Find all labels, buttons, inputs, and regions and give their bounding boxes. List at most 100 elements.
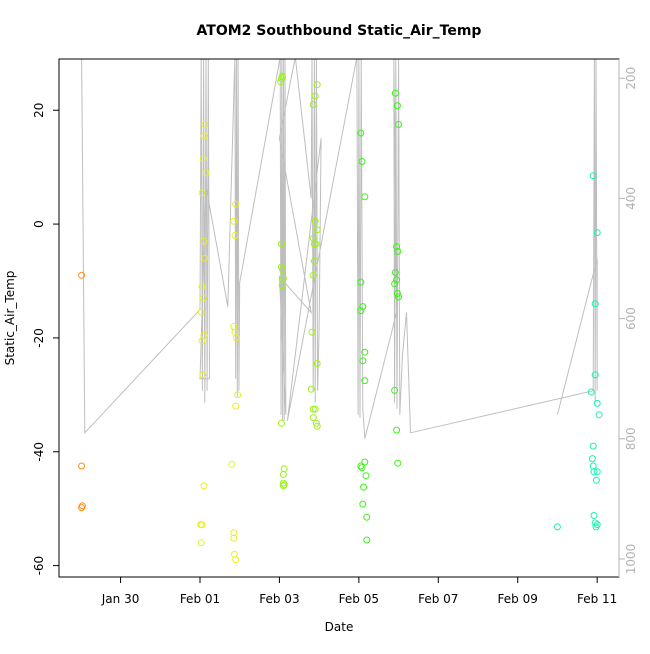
data-point [358, 464, 366, 472]
data-point [394, 459, 402, 467]
data-point [313, 81, 321, 89]
data-point [200, 482, 208, 490]
data-point [198, 283, 206, 291]
data-point [309, 271, 317, 279]
data-point [593, 399, 601, 407]
data-point [553, 523, 561, 531]
y2-tick-label: 1000 [624, 544, 638, 575]
x-tick-label: Feb 09 [498, 592, 538, 606]
data-point [280, 465, 288, 473]
data-point [313, 422, 321, 430]
y2-tick-label: 800 [624, 427, 638, 450]
data-point [589, 442, 597, 450]
data-point [200, 132, 208, 140]
data-point [197, 539, 205, 547]
data-point [391, 269, 399, 276]
data-point [199, 371, 207, 379]
y-tick-label: -20 [32, 328, 46, 348]
data-point [391, 280, 399, 288]
x-tick-label: Jan 30 [101, 592, 140, 606]
data-point [595, 411, 603, 419]
plot-frame [58, 58, 620, 578]
data-point [232, 200, 240, 208]
data-point [391, 89, 399, 97]
data-point [363, 536, 371, 544]
data-point [311, 92, 319, 100]
data-point [228, 460, 236, 468]
data-point [393, 243, 401, 251]
data-point [201, 254, 209, 262]
data-point [199, 155, 207, 163]
data-point [201, 121, 209, 128]
y-tick-label: 0 [32, 220, 46, 228]
data-point [359, 303, 367, 311]
data-point [393, 290, 401, 297]
y-tick-label: 20 [32, 103, 46, 118]
pressure-profile-line [81, 59, 598, 439]
data-point [233, 334, 240, 342]
data-point [589, 462, 597, 470]
data-point [359, 357, 367, 365]
data-point [277, 240, 285, 248]
data-point [360, 483, 368, 491]
data-point [395, 121, 403, 128]
data-point [393, 276, 401, 284]
data-point [358, 158, 366, 165]
data-point [592, 523, 600, 531]
data-point [589, 172, 597, 180]
axes-layer: Jan 30 Feb 01 Feb 03 Feb 05 Feb 07 Feb 09 Feb … [32, 58, 638, 606]
data-point [230, 534, 238, 542]
y2-tick-label: 600 [624, 307, 638, 330]
data-point [363, 513, 371, 521]
data-point [309, 405, 317, 413]
data-point [308, 328, 316, 336]
data-point [593, 229, 601, 237]
data-point [361, 348, 369, 356]
data-point [313, 360, 321, 367]
data-point [230, 217, 238, 225]
data-point [278, 282, 286, 290]
data-point [279, 274, 287, 282]
data-point [357, 278, 365, 286]
data-point [78, 271, 86, 279]
data-point [590, 468, 598, 476]
x-tick-label: Feb 01 [180, 592, 220, 606]
data-point [230, 529, 238, 537]
data-point [232, 556, 240, 564]
data-point [357, 307, 365, 315]
x-tick-label: Feb 03 [259, 592, 299, 606]
data-point [593, 468, 601, 476]
data-point [279, 482, 287, 490]
data-point [202, 169, 210, 177]
data-point [311, 405, 319, 413]
data-point [279, 266, 287, 274]
data-point [277, 75, 285, 83]
data-point [198, 521, 206, 529]
data-point [312, 240, 320, 248]
data-point [359, 500, 367, 508]
data-point [307, 385, 315, 393]
data-point [592, 476, 600, 484]
data-point [234, 391, 242, 399]
data-point [199, 294, 207, 302]
data-point [391, 386, 399, 394]
y-axis-label: Static_Air_Temp [3, 271, 17, 366]
data-point [587, 388, 595, 396]
data-point [310, 257, 318, 265]
data-point [591, 371, 599, 379]
y-tick-label: -40 [32, 442, 46, 462]
x-tick-label: Feb 11 [577, 592, 617, 606]
data-point [78, 462, 86, 470]
data-point [312, 419, 320, 427]
data-point [361, 377, 369, 385]
data-point [198, 189, 206, 197]
data-point [280, 481, 288, 489]
data-point [393, 426, 401, 434]
data-point [313, 226, 321, 234]
data-point [591, 519, 599, 527]
data-point [395, 293, 403, 301]
data-point [362, 472, 370, 480]
x-tick-label: Feb 05 [339, 592, 379, 606]
data-point [394, 247, 402, 255]
